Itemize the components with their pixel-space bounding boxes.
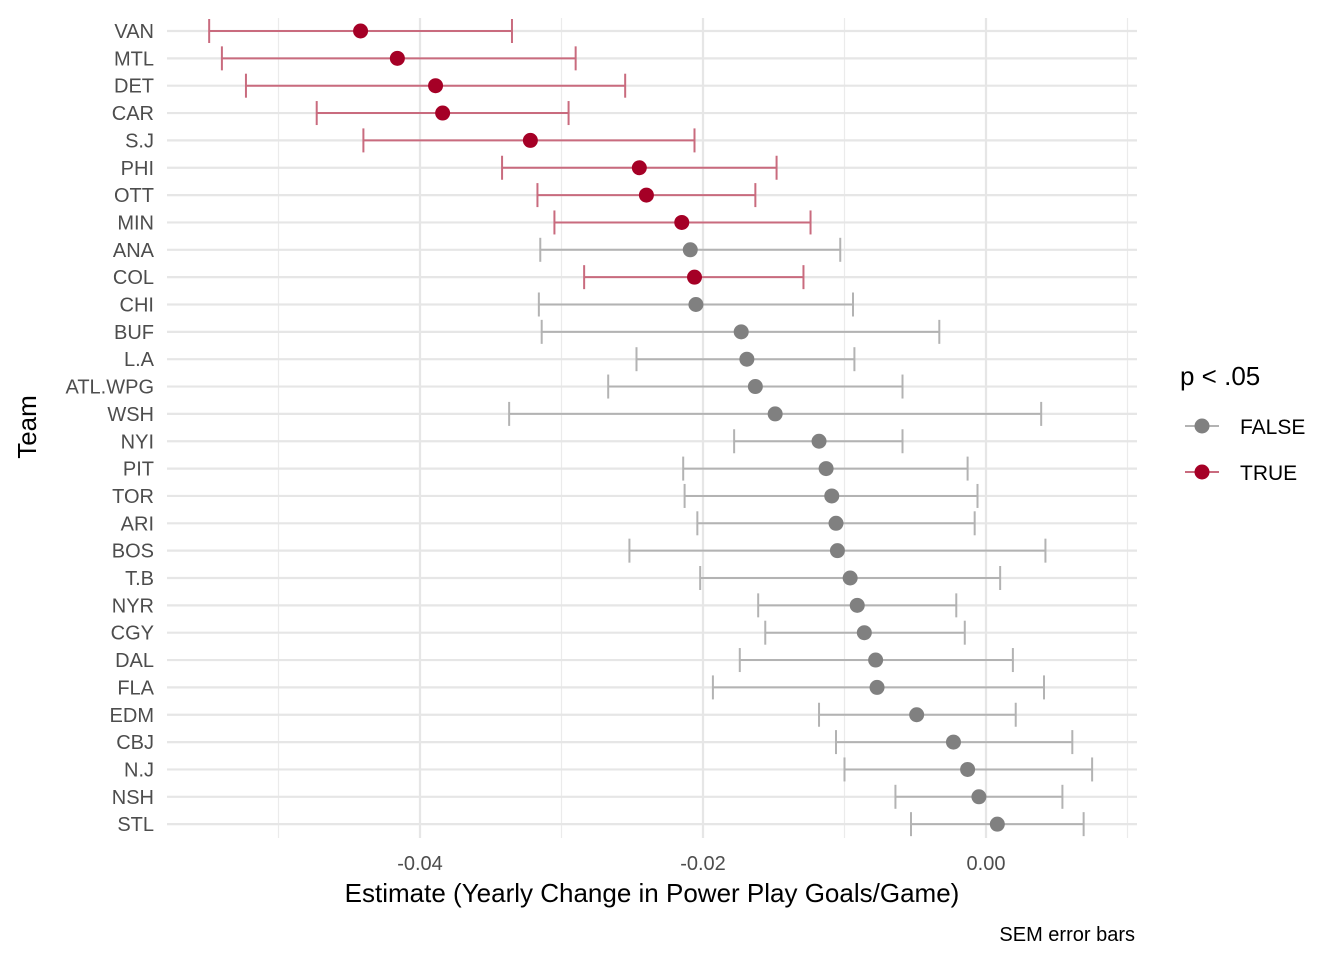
y-tick-label: CAR <box>112 103 154 125</box>
legend-label-true: TRUE <box>1240 462 1297 485</box>
estimate-point <box>971 789 987 805</box>
legend: p < .05 FALSE TRUE <box>1180 361 1305 485</box>
x-tick-labels: -0.04 -0.02 0.00 <box>397 853 1005 875</box>
y-tick-label: DAL <box>115 650 154 672</box>
y-tick-label: N.J <box>124 759 154 781</box>
legend-key-true-dot <box>1194 464 1210 480</box>
y-tick-label: COL <box>113 267 154 289</box>
legend-key-false-dot <box>1194 418 1210 434</box>
x-axis-title: Estimate (Yearly Change in Power Play Go… <box>345 878 960 908</box>
y-tick-labels: VAN MTL DET CAR S.J PHI OTT MIN ANA COL CHI BUF L.A A… <box>65 21 154 836</box>
estimate-point <box>674 214 690 230</box>
y-tick-label: CHI <box>120 295 154 317</box>
y-tick-label: MTL <box>114 48 154 70</box>
y-tick-label: CGY <box>111 623 154 645</box>
estimate-point <box>739 351 755 367</box>
estimate-point <box>631 160 647 176</box>
x-tick-label: -0.04 <box>397 853 443 875</box>
estimate-point <box>638 187 654 203</box>
y-tick-label: NYI <box>121 431 154 453</box>
y-tick-label: VAN <box>114 21 154 43</box>
estimate-point <box>869 679 885 695</box>
legend-entry-true: TRUE <box>1185 462 1297 485</box>
estimate-point <box>989 816 1005 832</box>
y-tick-label: BUF <box>114 322 154 344</box>
y-tick-label: BOS <box>112 541 154 563</box>
estimate-point <box>960 761 976 777</box>
estimate-point <box>747 379 763 395</box>
error-bars <box>208 19 1094 837</box>
estimate-point <box>688 297 704 312</box>
estimate-point <box>767 406 783 422</box>
y-tick-label: CBJ <box>116 732 154 754</box>
y-axis-title: Team <box>12 395 42 459</box>
estimate-point <box>389 50 405 66</box>
estimate-point <box>522 132 538 148</box>
y-tick-label: NSH <box>112 787 154 809</box>
estimate-point <box>829 543 845 559</box>
estimate-point <box>909 707 925 723</box>
estimate-point <box>435 105 451 121</box>
estimate-point <box>428 78 444 94</box>
y-tick-label: T.B <box>125 568 154 590</box>
estimate-point <box>824 488 840 504</box>
estimate-point <box>849 597 865 613</box>
y-tick-label: L.A <box>124 349 155 371</box>
y-tick-label: DET <box>114 76 154 98</box>
y-tick-label: MIN <box>117 212 154 234</box>
y-tick-label: ARI <box>121 513 154 535</box>
y-tick-label: S.J <box>125 130 154 152</box>
estimate-point <box>856 625 872 641</box>
y-tick-label: STL <box>117 814 154 836</box>
estimate-point <box>945 734 961 750</box>
estimate-point <box>733 324 749 340</box>
y-tick-label: ANA <box>113 240 155 262</box>
caption: SEM error bars <box>999 924 1135 946</box>
legend-title: p < .05 <box>1180 361 1260 391</box>
x-tick-label: 0.00 <box>967 853 1006 875</box>
estimate-point <box>353 23 369 39</box>
y-tick-label: NYR <box>112 595 154 617</box>
y-tick-label: FLA <box>117 677 154 699</box>
y-tick-label: EDM <box>110 705 154 727</box>
y-tick-label: TOR <box>112 486 154 508</box>
estimate-point <box>828 515 844 531</box>
estimate-point <box>682 242 698 258</box>
estimate-point <box>868 652 884 668</box>
y-tick-label: PHI <box>121 158 154 180</box>
estimate-point <box>687 269 703 285</box>
y-tick-label: ATL.WPG <box>65 377 154 399</box>
legend-label-false: FALSE <box>1240 416 1305 439</box>
x-tick-label: -0.02 <box>680 853 726 875</box>
legend-entry-false: FALSE <box>1185 416 1305 439</box>
estimate-point <box>811 433 827 449</box>
y-tick-label: WSH <box>107 404 154 426</box>
y-tick-label: OTT <box>114 185 154 207</box>
y-tick-label: PIT <box>123 459 154 481</box>
estimate-point <box>818 461 834 477</box>
estimate-points <box>353 23 1005 832</box>
estimate-point <box>842 570 858 586</box>
